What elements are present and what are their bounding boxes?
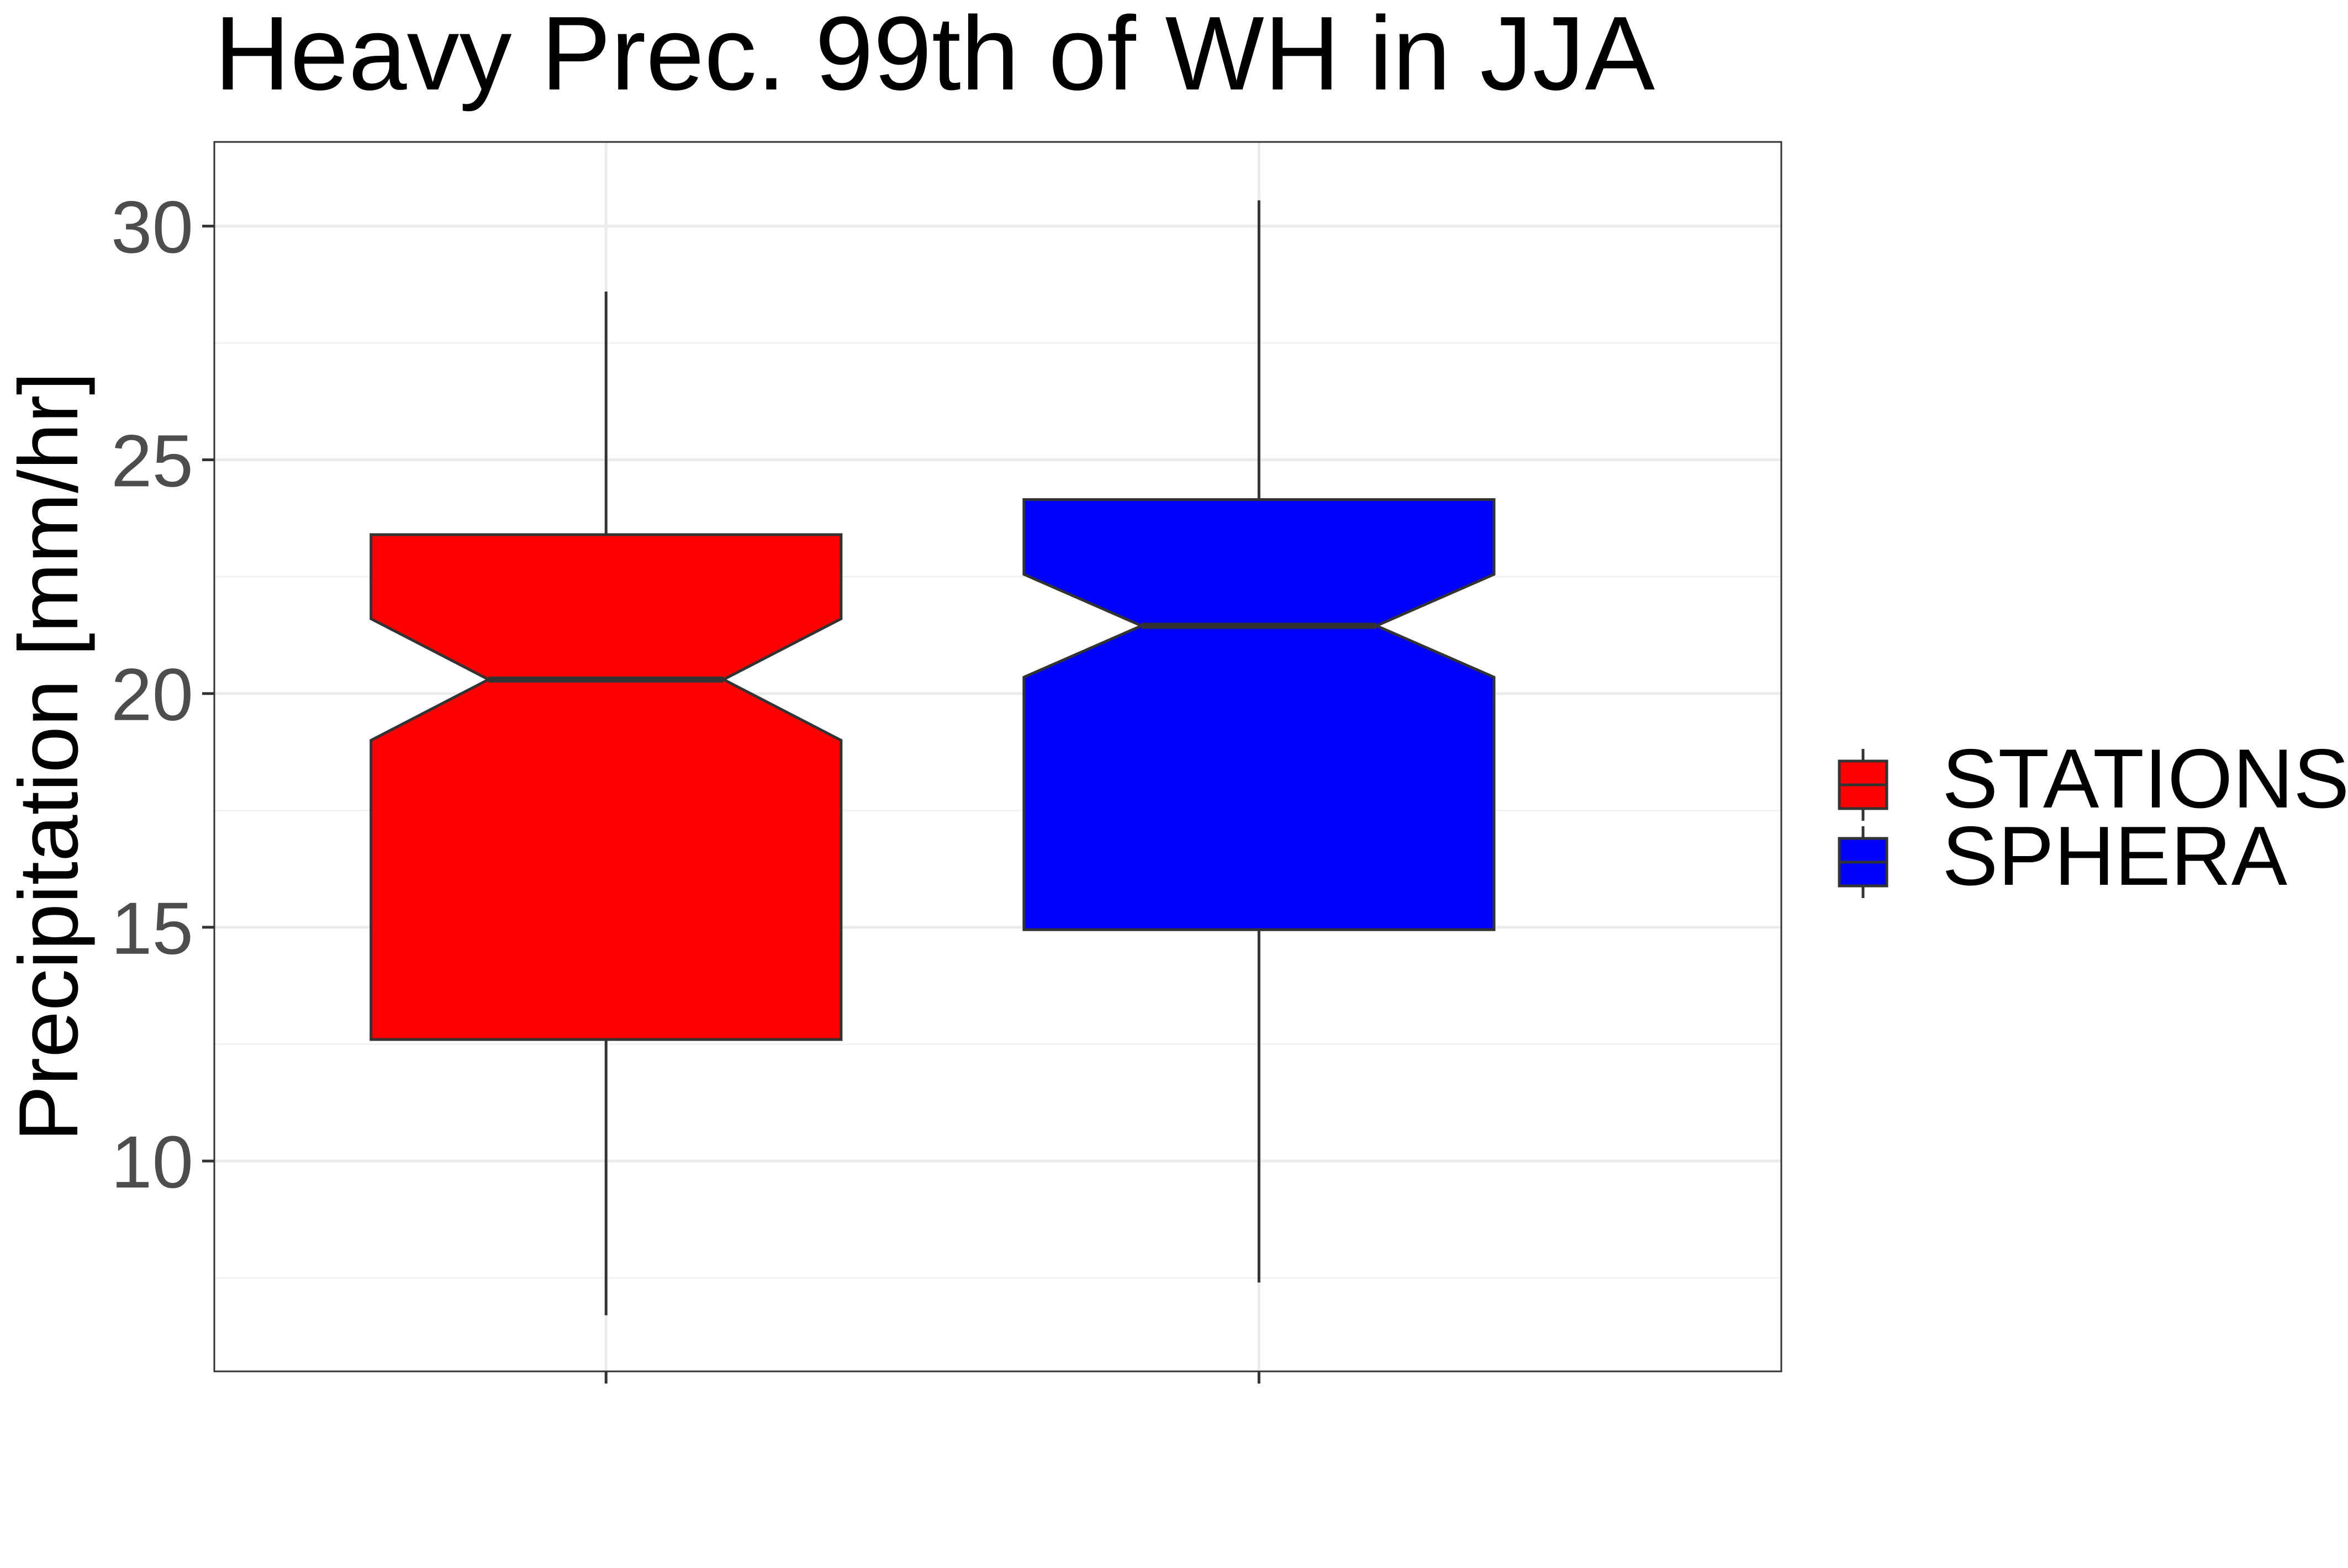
box-body bbox=[370, 533, 843, 1041]
box-body bbox=[1022, 498, 1496, 931]
legend-label: STATIONS bbox=[1942, 732, 2348, 826]
plot-border bbox=[213, 141, 1782, 1372]
axis-layer: 10 15 20 25 30 bbox=[111, 186, 1260, 1384]
legend-entry-stations: STATIONS bbox=[1838, 732, 2348, 826]
box-sphera bbox=[1022, 200, 1496, 1283]
legend-label: SPHERA bbox=[1942, 809, 2288, 903]
y-tick-label: 15 bbox=[111, 888, 193, 970]
y-tick-label: 20 bbox=[111, 654, 193, 736]
y-tick-label: 25 bbox=[111, 420, 193, 503]
box-stations bbox=[370, 291, 843, 1316]
y-tick-label: 10 bbox=[111, 1121, 193, 1203]
y-axis-label: Precipitation [mm/hr] bbox=[2, 372, 96, 1142]
box-layer bbox=[370, 200, 1496, 1316]
legend-entry-sphera: SPHERA bbox=[1838, 809, 2288, 903]
y-tick-label: 30 bbox=[111, 186, 193, 268]
chart-title: Heavy Prec. 99th of WH in JJA bbox=[214, 0, 1655, 112]
